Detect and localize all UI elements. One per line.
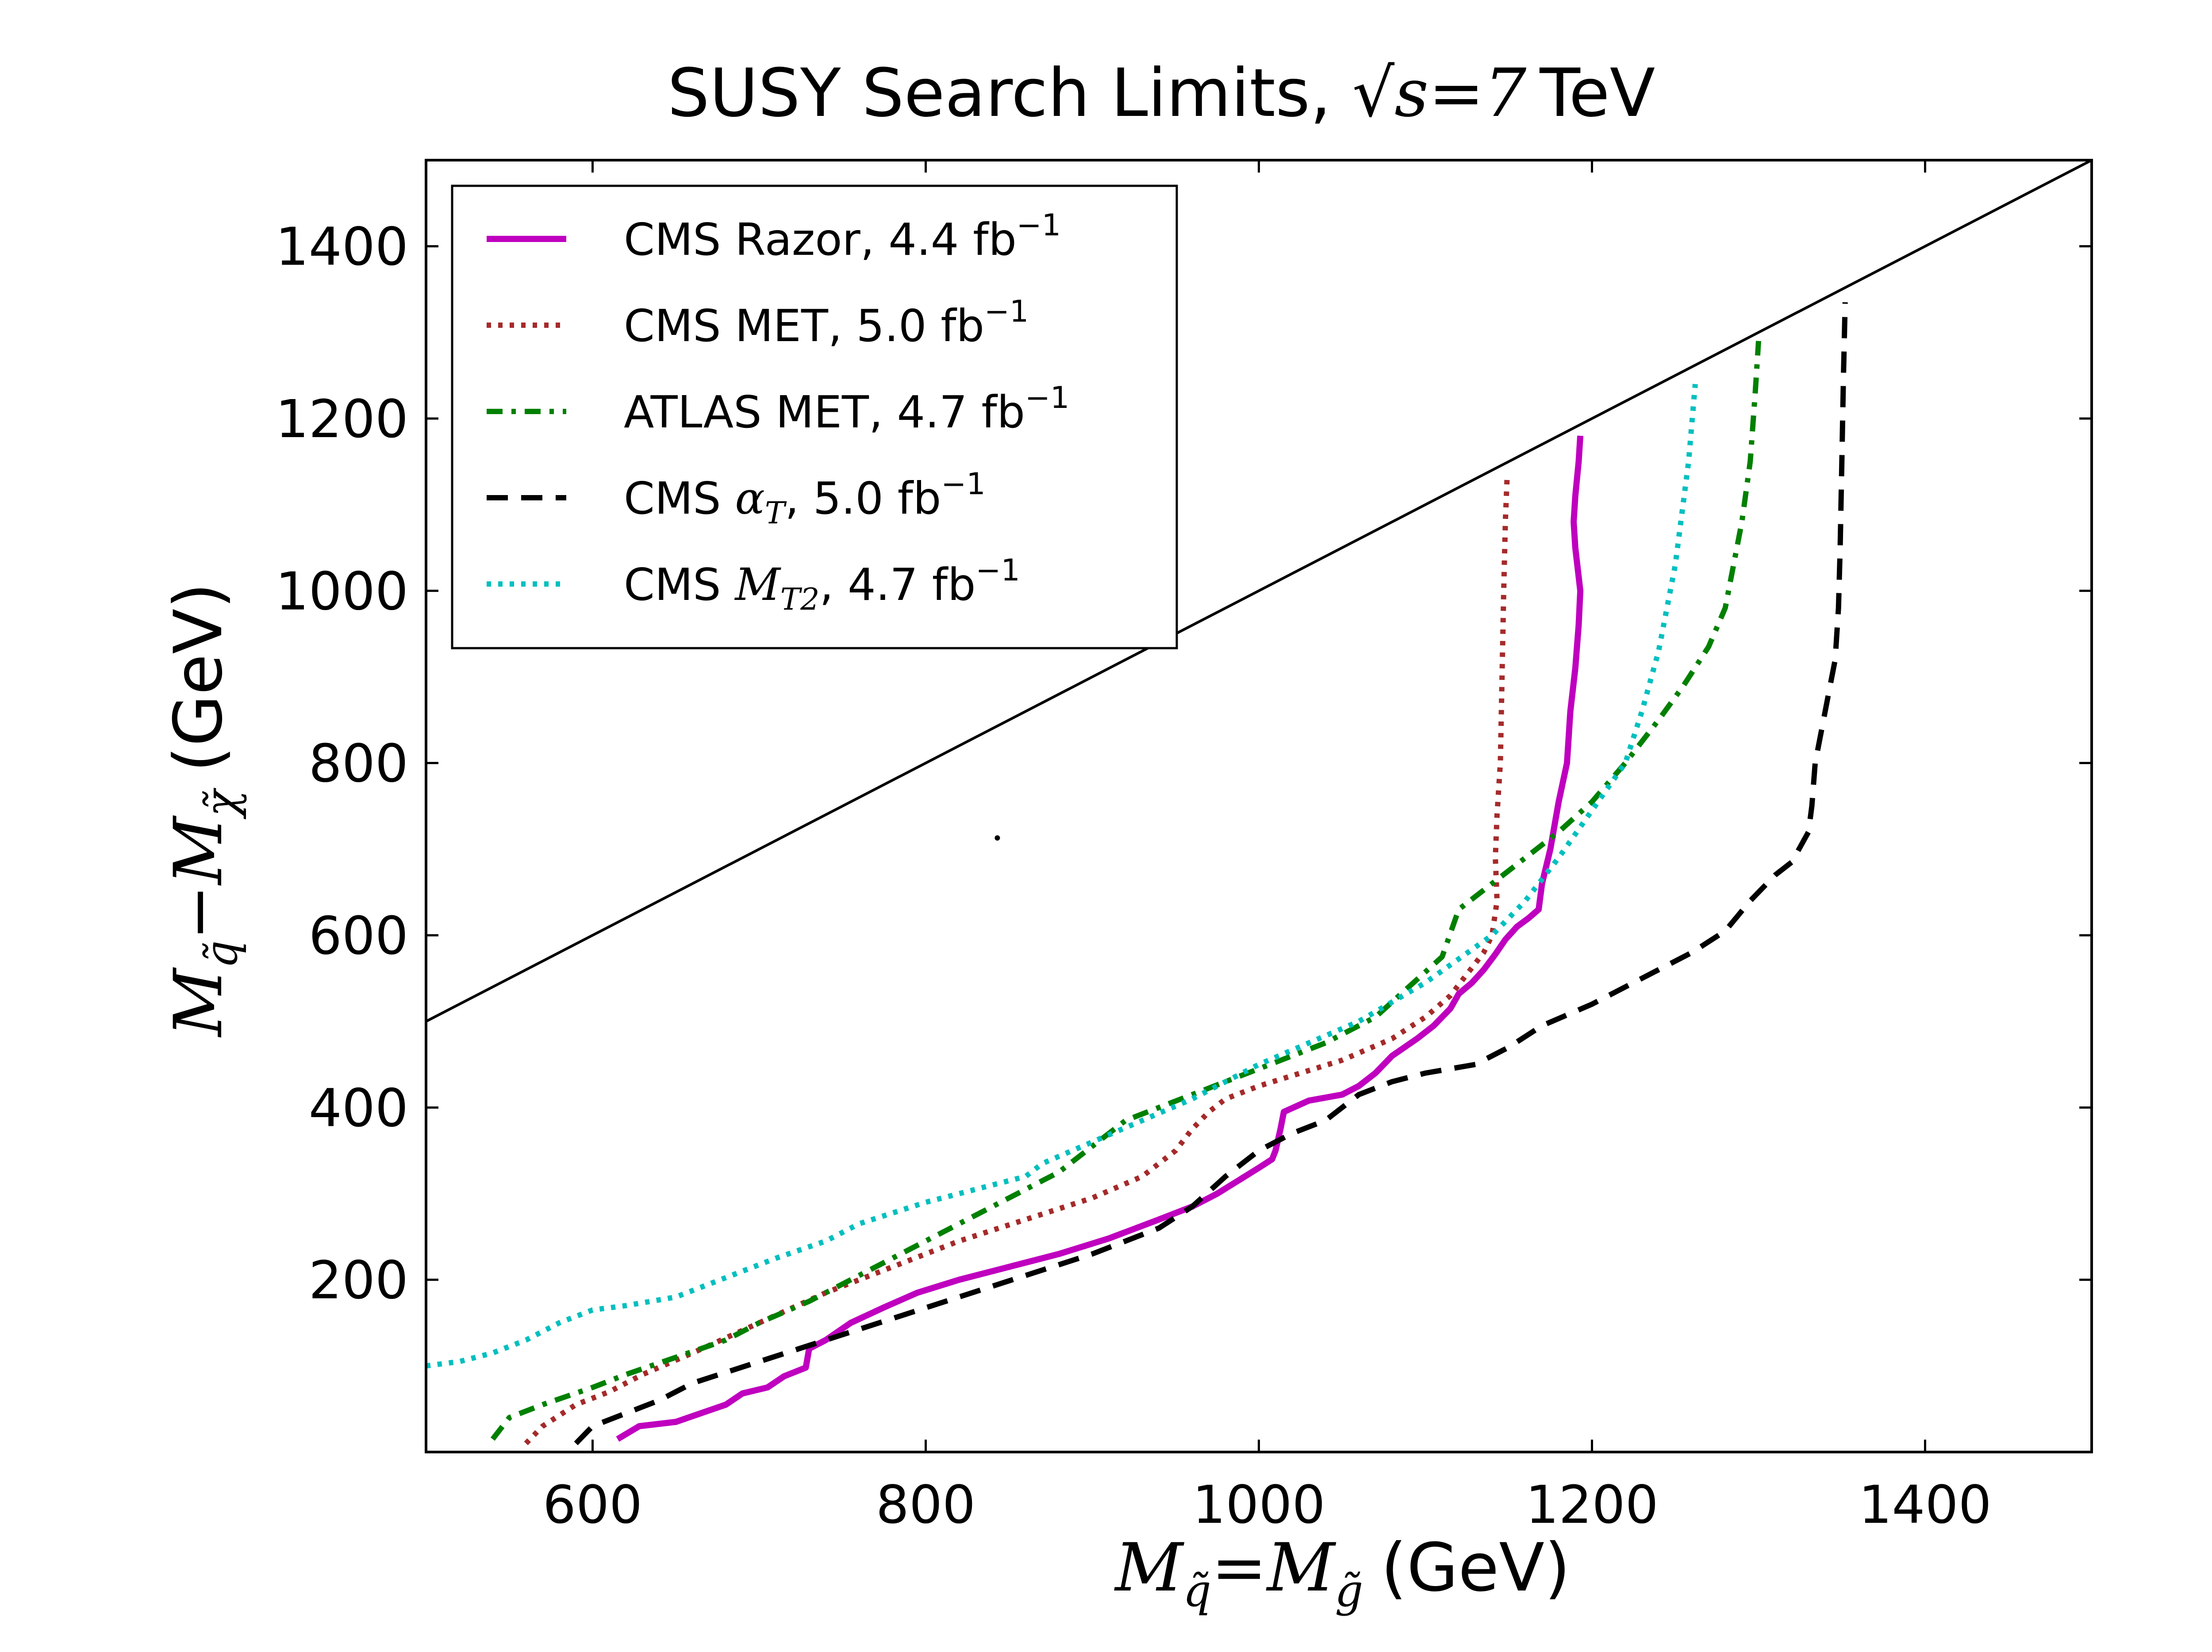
chart-title-prefix: SUSY Search Limits,: [668, 55, 1352, 132]
y-tick-label: 800: [309, 733, 408, 794]
x-axis-ticks: 600 800 1000 1200 1400: [543, 160, 1992, 1535]
legend-label: CMS Razor, 4.4 fb−1: [624, 208, 1061, 265]
legend-label: ATLAS MET, 4.7 fb−1: [624, 380, 1069, 438]
legend: CMS Razor, 4.4 fb−1 CMS MET, 5.0 fb−1 ATLA…: [451, 184, 1178, 649]
legend-label: CMS αT, 5.0 fb−1: [624, 467, 986, 531]
legend-item-1: CMS Razor, 4.4 fb−1: [487, 208, 1061, 265]
x-tick-label: 1000: [1192, 1474, 1325, 1535]
y-tick-label: 1200: [276, 388, 408, 449]
y-axis-ticks: 200 400 600 800 1000 1200 1400: [276, 216, 2092, 1311]
legend-item-2: CMS MET, 5.0 fb−1: [487, 294, 1029, 352]
series-line-4: [574, 302, 1848, 1445]
stray-mark-layer: [995, 835, 1000, 841]
y-axis-label: Mq̃−Mχ̃(GeV): [160, 583, 247, 1038]
legend-item-4: CMS αT, 5.0 fb−1: [487, 467, 986, 531]
y-tick-label: 200: [309, 1250, 408, 1311]
legend-box: [451, 184, 1178, 649]
series-layer: [426, 302, 1848, 1445]
y-tick-label: 600: [309, 905, 408, 966]
stray-mark: [995, 835, 1000, 841]
chart-title-unit: TeV: [1539, 55, 1655, 132]
legend-label: CMS MET, 5.0 fb−1: [624, 294, 1029, 352]
chart-title-sqrt-s: √s: [1352, 55, 1429, 132]
legend-item-5: CMS MT2, 4.7 fb−1: [487, 553, 1020, 617]
legend-item-3: ATLAS MET, 4.7 fb−1: [487, 380, 1069, 438]
series-line-2: [524, 479, 1510, 1445]
legend-label: CMS MT2, 4.7 fb−1: [624, 553, 1020, 617]
y-tick-label: 400: [309, 1077, 408, 1138]
reference-line-layer: [426, 160, 2092, 1023]
x-tick-label: 1400: [1859, 1474, 1991, 1535]
y-tick-label: 1400: [276, 216, 408, 277]
x-tick-label: 800: [876, 1474, 975, 1535]
reference-diagonal-line: [426, 160, 2092, 1023]
x-axis-label: Mq̃=Mg̃ (GeV): [1114, 1529, 1570, 1617]
chart-title-equals: =7: [1429, 55, 1527, 132]
x-tick-label: 600: [543, 1474, 642, 1535]
series-line-3: [490, 341, 1761, 1441]
y-tick-label: 1000: [276, 561, 408, 622]
chart-title: SUSY Search Limits, √s=7 TeV: [668, 55, 1655, 132]
x-tick-label: 1200: [1525, 1474, 1658, 1535]
